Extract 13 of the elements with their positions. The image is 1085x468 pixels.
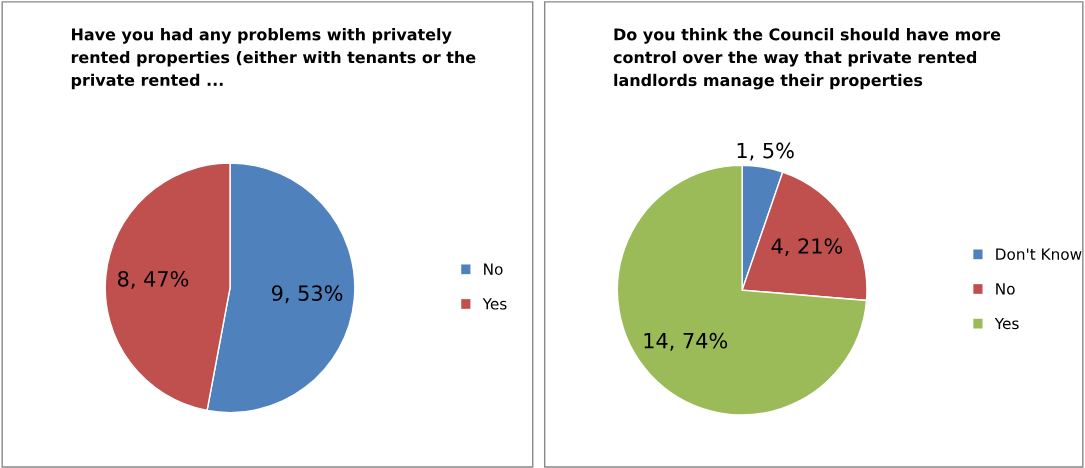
- pie-slice: [616, 164, 868, 416]
- legend-label: Yes: [482, 298, 507, 310]
- data-label: 9, 53%: [271, 285, 343, 304]
- data-label: 14, 74%: [644, 332, 728, 351]
- chart-title: Have you had any problems with privately rented properties (either with tenants or the private rented ...: [71, 28, 476, 90]
- data-label: 4, 21%: [771, 238, 843, 257]
- legend-label: No: [996, 283, 1015, 295]
- legend-label: Don't Know: [996, 248, 1082, 260]
- chart-title: Do you think the Council should have more control over the way that private rented landlords manage their properties: [613, 28, 1001, 90]
- legend-label: Yes: [994, 317, 1019, 330]
- data-label: 8, 47%: [118, 270, 189, 289]
- legend-label: No: [484, 263, 503, 275]
- data-label: 1, 5%: [737, 142, 794, 161]
